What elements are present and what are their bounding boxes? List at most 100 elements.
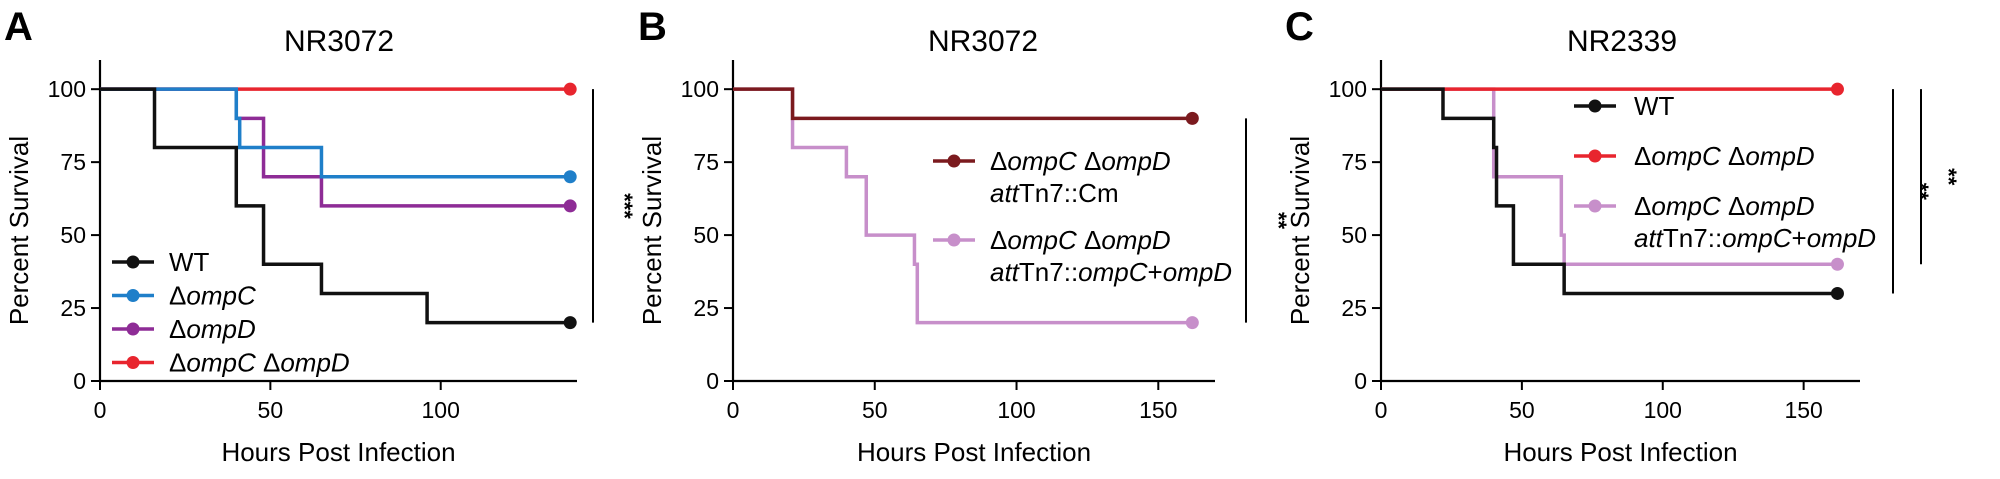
legend-label: ΔompC ΔompD [1634,141,1815,171]
x-tick-label: 50 [1509,397,1535,423]
legend-label-part: ompD [1745,191,1814,221]
y-axis-label: Percent Survival [637,136,667,325]
y-tick-label: 100 [48,76,86,102]
y-tick-label: 25 [1341,295,1367,321]
x-tick-label: 100 [997,397,1035,423]
legend-marker [947,233,961,247]
panel-letter: C [1285,5,1314,49]
legend-label: WT [169,247,210,277]
x-axis-label: Hours Post Infection [857,437,1091,467]
end-point-marker [563,82,577,96]
legend-marker [1588,149,1602,163]
end-point-marker [1185,316,1199,330]
y-axis-label: Percent Survival [1285,136,1315,325]
x-tick-label: 150 [1139,397,1177,423]
legend-label-line2-part: ompC [1078,257,1148,287]
end-point-marker [1830,286,1844,300]
end-point-marker [1185,111,1199,125]
chart-panel-a: A NR3072 0 25 50 75 100 0 50 100 Hours Post Infect… [4,5,637,467]
chart-title: NR3072 [928,25,1038,58]
y-tick-label: 75 [60,149,86,175]
legend-label-part: ompC [1651,191,1721,221]
legend-label-line2: attTn7::ompC+ompD [1634,223,1876,253]
legend-label-line2-part: Tn7::Cm [1019,178,1119,208]
x-tick-label: 150 [1784,397,1822,423]
survival-curve [100,87,571,325]
legend-label-line2: attTn7::Cm [990,178,1119,208]
legend-marker [947,154,961,168]
legend-label-part: ompD [1101,146,1170,176]
legend-marker [126,255,140,269]
chart-title: NR3072 [284,25,394,58]
legend-label: ΔompC ΔompD [990,146,1171,176]
legend-label-part: Δ [169,348,186,378]
legend-label-part: WT [1634,91,1675,121]
y-tick-label: 50 [693,222,719,248]
legend-label-part: ompC [1651,141,1721,171]
y-tick-label: 50 [1341,222,1367,248]
survival-curve [1381,87,1838,296]
significance-label: ** [1266,212,1291,230]
x-axis-label: Hours Post Infection [221,437,455,467]
legend-marker [126,289,140,302]
chart-panel-b: B NR3072 0 25 50 75 100 0 50 100 150 Hours Post Inf… [637,5,1291,467]
legend-label: ΔompD [169,314,256,344]
y-tick-label: 75 [1341,149,1367,175]
x-tick-label: 50 [258,397,284,423]
legend-label-part: Δ [1077,225,1102,255]
legend-label-part: WT [169,247,210,277]
legend-label-part: Δ [990,146,1007,176]
significance-label: *** [612,193,637,219]
x-tick-label: 50 [862,397,888,423]
legend-label-line2-part: + [1148,257,1163,287]
survival-curve [733,87,1193,121]
legend-label-part: Δ [1634,141,1651,171]
x-tick-label: 0 [94,397,107,423]
legend-marker [126,356,140,369]
legend-label-part: Δ [1721,191,1746,221]
significance-label: ** [1936,168,1961,186]
x-axis-label: Hours Post Infection [1503,437,1737,467]
y-tick-label: 0 [706,368,719,394]
legend-label-part: ompD [1745,141,1814,171]
y-tick-label: 50 [60,222,86,248]
y-tick-label: 75 [693,149,719,175]
end-point-marker [563,199,577,213]
legend-label: ΔompC ΔompD [990,225,1171,255]
legend-label: WT [1634,91,1675,121]
legend-label-line2-part: Tn7:: [1663,223,1722,253]
legend-label: ΔompC ΔompD [1634,191,1815,221]
y-tick-label: 25 [60,295,86,321]
legend-label-line2-part: att [990,257,1021,287]
legend-label-part: ompD [186,314,255,344]
legend-label-part: Δ [1077,146,1102,176]
end-point-marker [1830,82,1844,96]
legend-marker [1588,99,1602,113]
legend-label: ΔompC [169,281,256,311]
legend-label-line2-part: ompC [1722,223,1792,253]
legend-label-part: Δ [990,225,1007,255]
survival-curve [100,87,571,179]
legend-label-line2: attTn7::ompC+ompD [990,257,1232,287]
end-point-marker [1830,257,1844,271]
chart-panel-c: C NR2339 0 25 50 75 100 0 50 100 150 Hours Post Inf… [1285,5,1961,467]
legend-label-part: Δ [169,281,186,311]
legend-label-part: ompC [186,281,256,311]
legend-label-part: Δ [1634,191,1651,221]
legend-label: ΔompC ΔompD [169,348,350,378]
y-axis-label: Percent Survival [4,136,34,325]
legend-label-line2-part: + [1792,223,1807,253]
legend-label-part: ompD [280,348,349,378]
legend-label-part: Δ [256,348,281,378]
panel-letter: B [638,5,667,49]
y-tick-label: 25 [693,295,719,321]
y-tick-label: 100 [681,76,719,102]
end-point-marker [563,316,577,330]
legend-label-line2-part: Tn7:: [1019,257,1078,287]
legend-label-line2-part: ompD [1163,257,1232,287]
legend-label-part: ompD [1101,225,1170,255]
legend-label-line2-part: ompD [1807,223,1876,253]
legend-label-line2-part: att [990,178,1021,208]
x-tick-label: 0 [1375,397,1388,423]
